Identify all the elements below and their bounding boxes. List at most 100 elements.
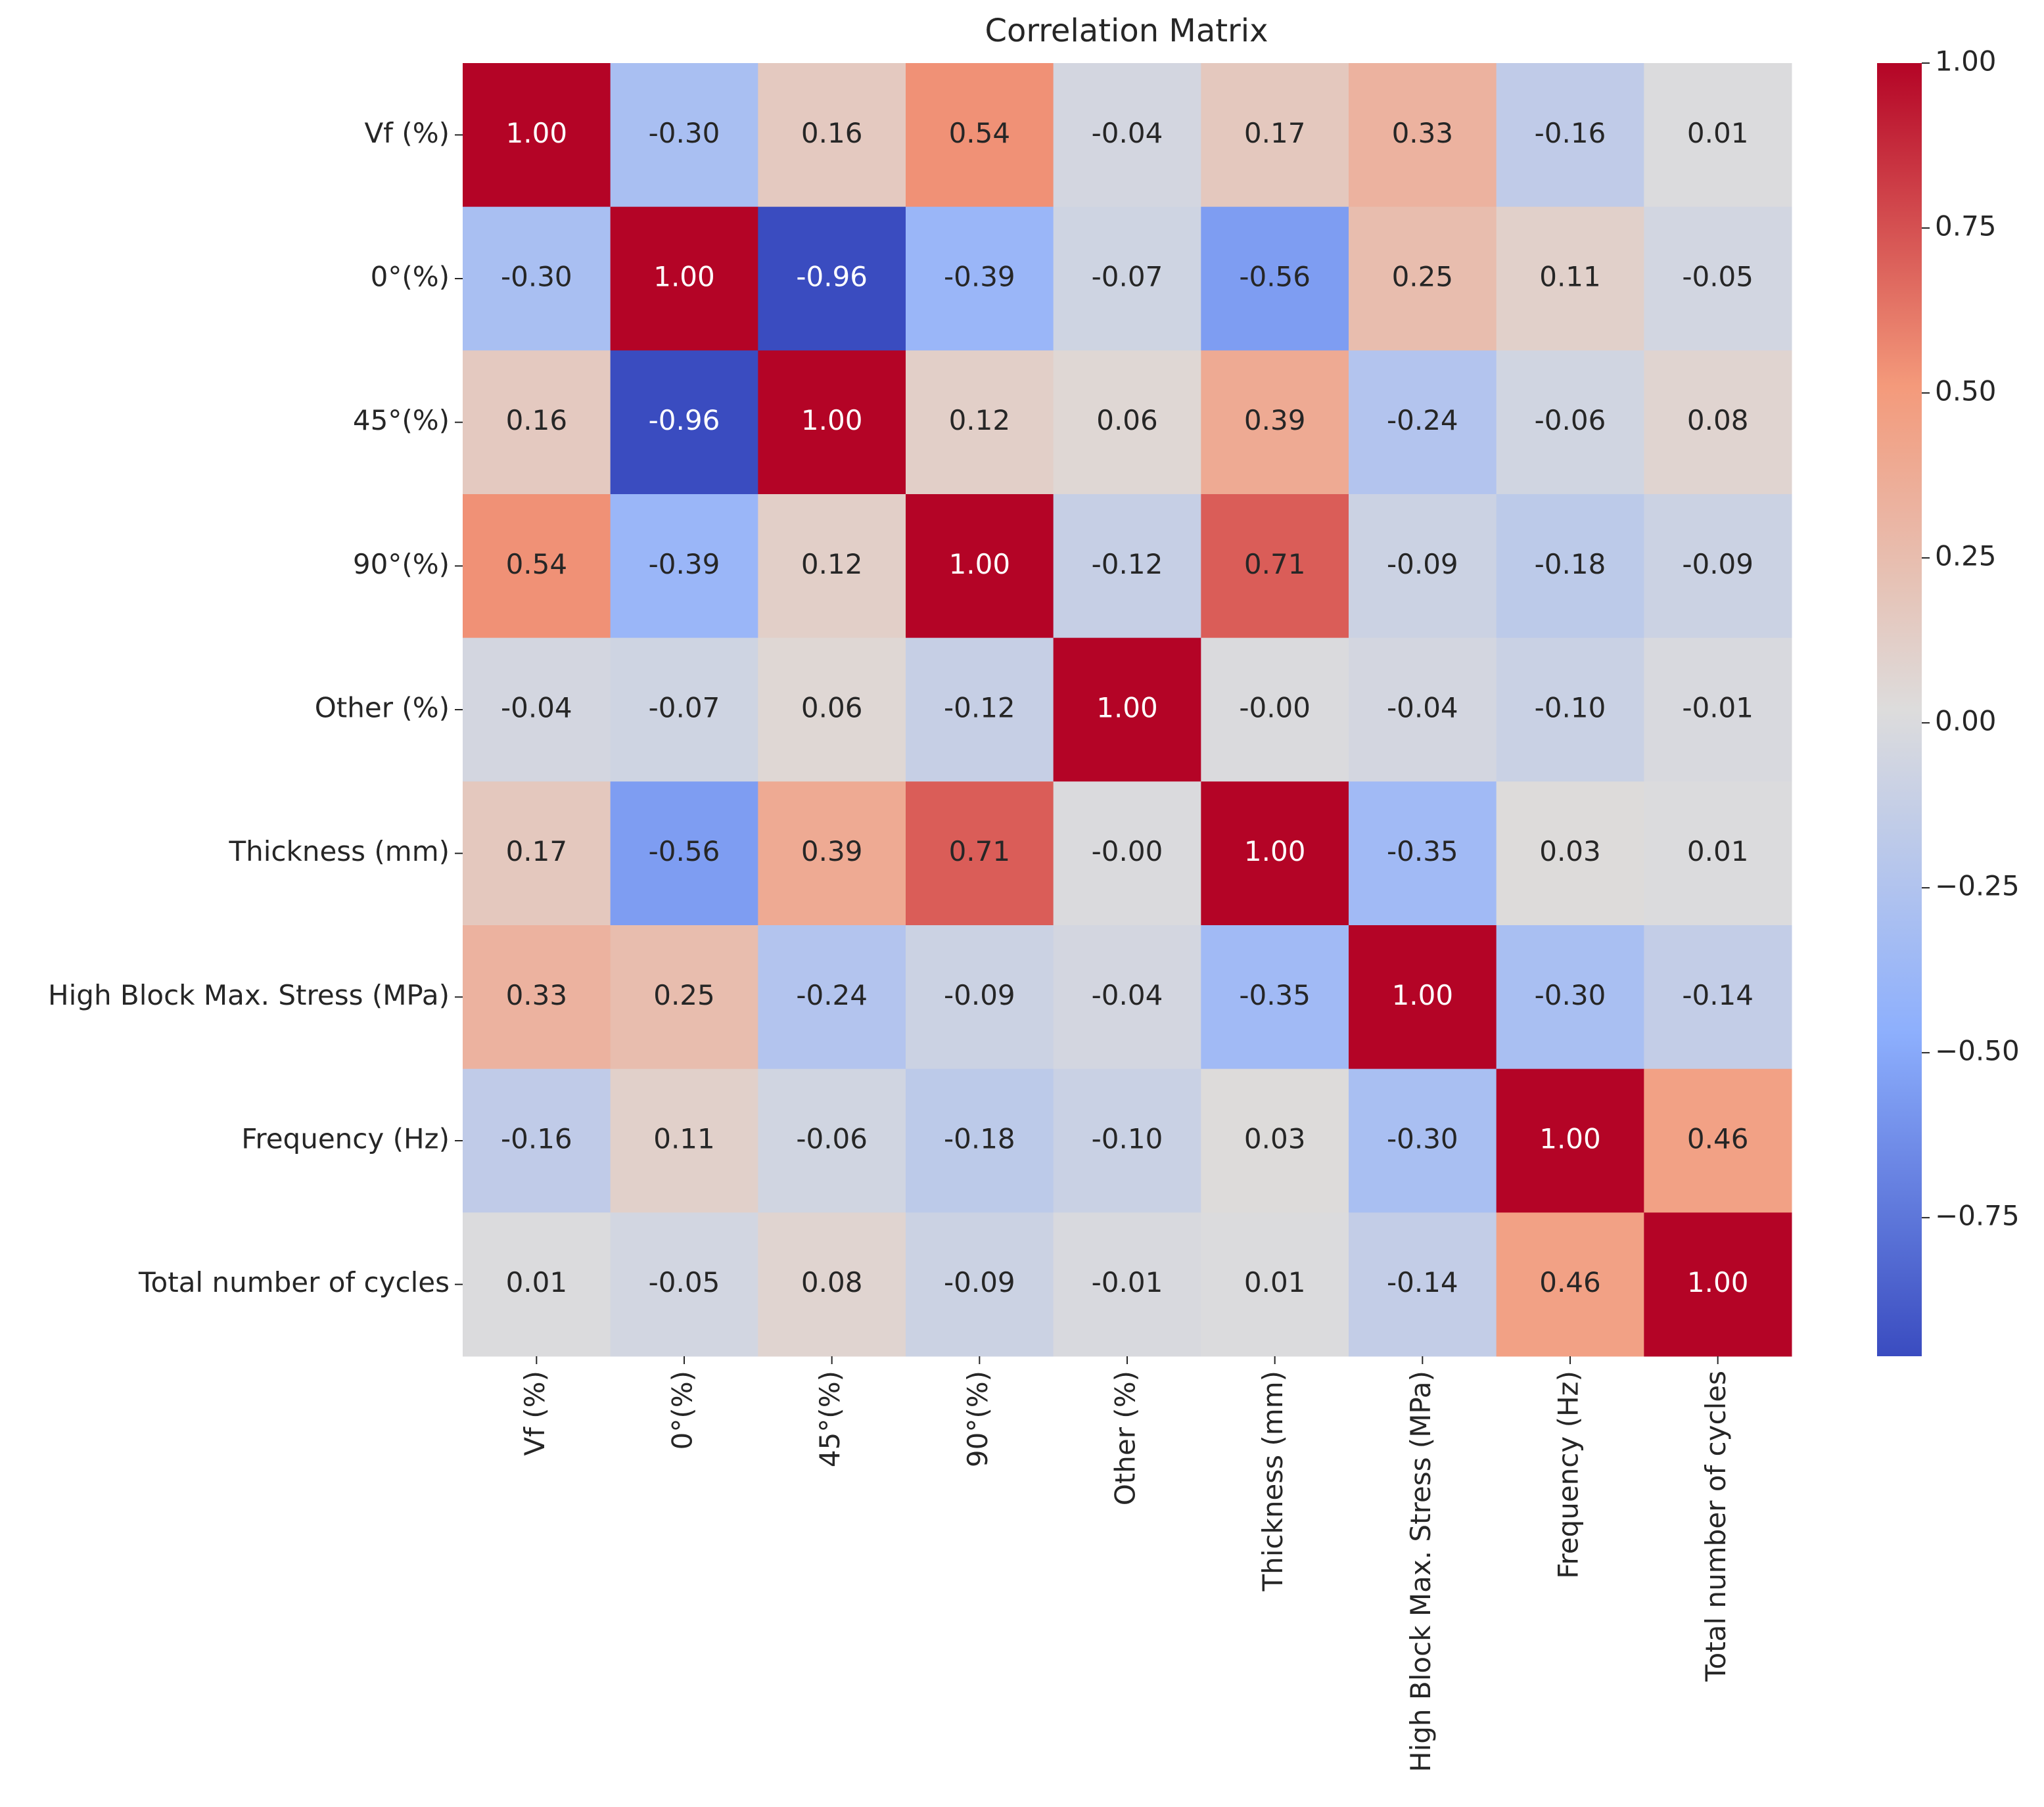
heatmap-cell [1496,206,1644,351]
y-tick-label: Thickness (mm) [228,835,450,867]
heatmap-cell [1496,925,1644,1070]
heatmap-cell [1496,1068,1644,1213]
x-tick-label: Frequency (Hz) [1552,1371,1585,1579]
heatmap-cell [1053,637,1201,782]
heatmap-cell [1349,206,1497,351]
heatmap-cell [610,1212,758,1357]
heatmap-cell [758,206,906,351]
cell-label: -0.16 [1535,117,1606,149]
cell-label: 0.39 [801,835,863,867]
heatmap-cell [1053,925,1201,1070]
cell-label: 0.33 [506,979,568,1011]
heatmap-cell [1201,1068,1349,1213]
heatmap-cell [1201,1212,1349,1357]
heatmap-cell [1644,350,1792,495]
cell-label: -0.00 [1092,835,1163,867]
cell-label: 0.71 [1244,548,1306,580]
x-tick-label: Thickness (mm) [1257,1371,1289,1592]
cell-label: -0.96 [796,261,868,293]
heatmap-cell [610,637,758,782]
cell-label: -0.16 [501,1123,572,1155]
colorbar-tick-label: −0.75 [1935,1200,2020,1232]
cell-label: 1.00 [1096,692,1158,724]
heatmap-cell [610,350,758,495]
cell-label: 0.16 [506,404,568,436]
x-tick-label: Vf (%) [519,1371,551,1456]
cell-label: 1.00 [1244,835,1306,867]
cell-label: 1.00 [1539,1123,1601,1155]
y-tick-label: Total number of cycles [138,1266,450,1298]
cell-label: -0.09 [1387,548,1458,580]
heatmap-cell [906,925,1054,1070]
colorbar-tick-label: 0.25 [1935,540,1997,572]
heatmap-cell [463,1068,611,1213]
heatmap-cell [906,350,1054,495]
heatmap-cell [463,1212,611,1357]
heatmap-cell [1201,925,1349,1070]
x-tick-label: Total number of cycles [1700,1371,1732,1682]
heatmap-cell [758,1068,906,1213]
cell-label: -0.07 [1092,261,1163,293]
heatmap-cell [1644,1068,1792,1213]
cell-label: -0.24 [796,979,868,1011]
heatmap-cell [1053,1212,1201,1357]
cell-label: 0.46 [1539,1266,1601,1298]
x-tick-label: Other (%) [1109,1371,1142,1505]
cell-label: -0.05 [649,1266,720,1298]
cell-label: 0.12 [801,548,863,580]
heatmap-cell [1201,494,1349,639]
cell-label: -0.09 [944,979,1015,1011]
cell-label: -0.01 [1092,1266,1163,1298]
colorbar-tick-label: −0.50 [1935,1035,2020,1067]
colorbar-tick-label: 0.75 [1935,210,1997,242]
cell-label: 0.17 [1244,117,1306,149]
y-tick-label: Frequency (Hz) [241,1123,450,1155]
cell-label: 0.06 [1096,404,1158,436]
heatmap-cell [1496,63,1644,208]
heatmap-cell [758,925,906,1070]
heatmap-cell [463,925,611,1070]
cell-label: -0.56 [649,835,720,867]
y-tick-label: 90°(%) [353,548,450,580]
heatmap-cell [906,781,1054,926]
heatmap-cell [1644,206,1792,351]
heatmap-cell [1201,350,1349,495]
cell-label: -0.30 [649,117,720,149]
x-tick-label: 45°(%) [814,1371,846,1467]
heatmap-cell [758,1212,906,1357]
cell-label: 0.33 [1392,117,1454,149]
cell-label: 0.01 [1687,835,1749,867]
heatmap-cell [1644,63,1792,208]
cell-label: 0.12 [949,404,1011,436]
cell-label: 0.54 [506,548,568,580]
cell-label: -0.12 [1092,548,1163,580]
colorbar-tick-label: 0.50 [1935,375,1997,407]
heatmap-cell [1644,494,1792,639]
cell-label: -0.18 [1535,548,1606,580]
cell-label: 0.71 [949,835,1011,867]
heatmap-cell [1496,781,1644,926]
heatmap-cell [906,494,1054,639]
cell-label: 0.01 [1244,1266,1306,1298]
y-tick-label: Vf (%) [364,117,450,149]
colorbar [1877,63,1922,1356]
cell-label: -0.04 [1092,979,1163,1011]
cell-label: 0.03 [1244,1123,1306,1155]
heatmap-cell [610,206,758,351]
cell-label: -0.56 [1239,261,1311,293]
heatmap-cell [1201,63,1349,208]
cell-label: -0.24 [1387,404,1458,436]
heatmap-cell [1349,63,1497,208]
colorbar-tick-label: −0.25 [1935,870,2020,902]
colorbar-tick-label: 1.00 [1935,45,1997,78]
heatmap-cell [1644,1212,1792,1357]
x-tick-label: 0°(%) [666,1371,699,1450]
cell-label: -0.06 [1535,404,1606,436]
heatmap-cell [463,637,611,782]
cell-label: -0.04 [1387,692,1458,724]
heatmap-cell [1644,637,1792,782]
cell-label: 0.54 [949,117,1011,149]
heatmap-cell [1644,781,1792,926]
x-tick-label: 90°(%) [962,1371,994,1467]
heatmap-cell [610,63,758,208]
